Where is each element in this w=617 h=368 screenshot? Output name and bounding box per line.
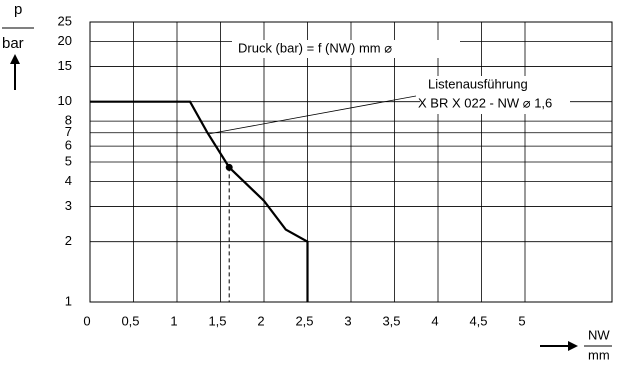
x-tick-label: 1,5	[208, 313, 226, 328]
x-tick-label: 3	[344, 313, 351, 328]
marker-dot	[225, 163, 233, 171]
y-tick-label: 1	[65, 293, 72, 308]
curve	[90, 100, 309, 302]
annotation: Listenausführung	[428, 76, 528, 91]
x-tick-label: 4,5	[469, 313, 487, 328]
y-tick-label: 20	[58, 33, 72, 48]
x-tick-label: 5	[518, 313, 525, 328]
y-tick-label: 5	[65, 153, 72, 168]
y-tick-label: 10	[58, 93, 72, 108]
leader-line	[207, 95, 417, 135]
x-tick-label: 3,5	[382, 313, 400, 328]
y-tick-label: 2	[65, 233, 72, 248]
x-tick-label: 0,5	[121, 313, 139, 328]
arrow-head	[568, 341, 578, 351]
x-label: NW	[588, 327, 610, 342]
label-bg	[232, 40, 460, 58]
x-tick-label: 1	[170, 313, 177, 328]
y-tick-label: 8	[65, 113, 72, 128]
y-tick-label: 25	[58, 13, 72, 28]
x-tick-label: 4	[431, 313, 438, 328]
annotation: Druck (bar) = f (NW) mm ⌀	[238, 40, 392, 55]
y-label: bar	[2, 35, 24, 52]
y-tick-label: 6	[65, 138, 72, 153]
x-label: mm	[588, 347, 610, 362]
y-tick-label: 7	[65, 124, 72, 139]
y-tick-label: 15	[58, 58, 72, 73]
y-label: p	[14, 1, 22, 18]
arrow-head	[10, 54, 20, 64]
label-bg	[420, 76, 570, 114]
x-tick-label: 2	[257, 313, 264, 328]
y-tick-label: 3	[65, 198, 72, 213]
x-tick-label: 0	[83, 313, 90, 328]
x-tick-label: 2,5	[295, 313, 313, 328]
annotation: X BR X 022 - NW ⌀ 1,6	[418, 95, 552, 110]
y-tick-label: 4	[65, 173, 72, 188]
